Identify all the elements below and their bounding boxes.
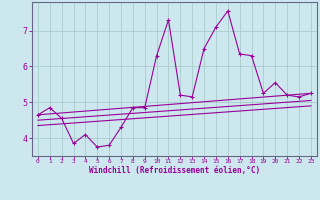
- X-axis label: Windchill (Refroidissement éolien,°C): Windchill (Refroidissement éolien,°C): [89, 166, 260, 175]
